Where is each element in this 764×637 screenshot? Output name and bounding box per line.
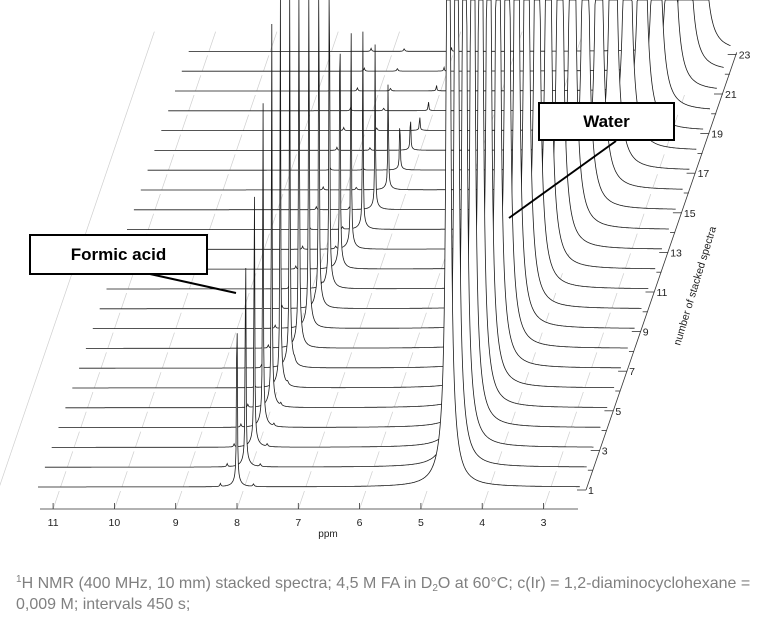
spectrum-trace bbox=[38, 0, 580, 488]
spectrum-trace bbox=[85, 0, 628, 349]
x-tick-label: 6 bbox=[357, 517, 363, 529]
callout-leaders bbox=[149, 140, 617, 294]
spectrum-trace bbox=[72, 0, 615, 389]
x-tick-label: 9 bbox=[173, 517, 179, 529]
x-tick-label: 11 bbox=[48, 517, 59, 529]
z-tick-label: 1 bbox=[588, 485, 594, 497]
z-tick-label: 23 bbox=[739, 49, 751, 61]
spectrum-trace bbox=[58, 0, 601, 429]
z-axis-line bbox=[585, 52, 738, 491]
formic-leader-line bbox=[149, 273, 237, 294]
spectrum-trace bbox=[44, 0, 587, 468]
z-tick-label: 3 bbox=[602, 445, 608, 457]
spectrum-trace bbox=[51, 0, 594, 448]
x-tick-label: 7 bbox=[295, 517, 301, 529]
z-axis-label: number of stacked spectra bbox=[671, 225, 719, 347]
water-leader-line bbox=[508, 140, 617, 219]
spectrum-trace bbox=[92, 0, 635, 330]
x-tick-label: 5 bbox=[418, 517, 424, 529]
spectrum-trace bbox=[106, 0, 649, 290]
z-tick-label: 17 bbox=[698, 168, 710, 180]
z-tick-label: 15 bbox=[684, 208, 696, 220]
trace-mask bbox=[106, 0, 649, 293]
caption-superscript: 1 bbox=[16, 574, 22, 585]
x-tick-label: 3 bbox=[541, 517, 547, 529]
spectrum-trace bbox=[133, 0, 676, 211]
trace-mask bbox=[140, 0, 683, 194]
z-tick-label: 21 bbox=[725, 89, 737, 101]
x-tick-label: 8 bbox=[234, 517, 240, 529]
x-axis-label: ppm bbox=[318, 529, 337, 540]
water-label: Water bbox=[583, 111, 630, 131]
trace-mask bbox=[38, 0, 580, 491]
formic-acid-callout: Formic acid bbox=[29, 234, 208, 275]
stacked-spectra-chart: 11 10 9 8 7 6 5 4 3ppm1357911131517192123number … bbox=[0, 0, 751, 540]
z-tick-label: 9 bbox=[643, 327, 649, 339]
z-tick-label: 19 bbox=[711, 129, 723, 141]
spectrum-trace bbox=[65, 0, 608, 409]
caption-text-2: O at 60°C; c(Ir) = 1,2-diaminocyclohexan… bbox=[16, 575, 751, 613]
z-tick-label: 11 bbox=[657, 287, 668, 299]
caption-subscript: 2 bbox=[432, 583, 438, 594]
water-callout: Water bbox=[538, 102, 675, 141]
z-tick-label: 13 bbox=[670, 247, 682, 259]
formic-acid-label: Formic acid bbox=[70, 244, 167, 264]
figure-caption: 1H NMR (400 MHz, 10 mm) stacked spectra;… bbox=[16, 573, 752, 615]
spectrum-trace bbox=[79, 0, 621, 369]
z-tick-label: 7 bbox=[629, 366, 635, 378]
caption-text-1: H NMR (400 MHz, 10 mm) stacked spectra; … bbox=[21, 575, 433, 592]
x-tick-label: 10 bbox=[109, 517, 121, 529]
spectrum-trace bbox=[99, 0, 642, 310]
spectrum-trace bbox=[120, 0, 663, 250]
z-tick-label: 5 bbox=[615, 406, 621, 418]
x-tick-label: 4 bbox=[479, 517, 485, 529]
